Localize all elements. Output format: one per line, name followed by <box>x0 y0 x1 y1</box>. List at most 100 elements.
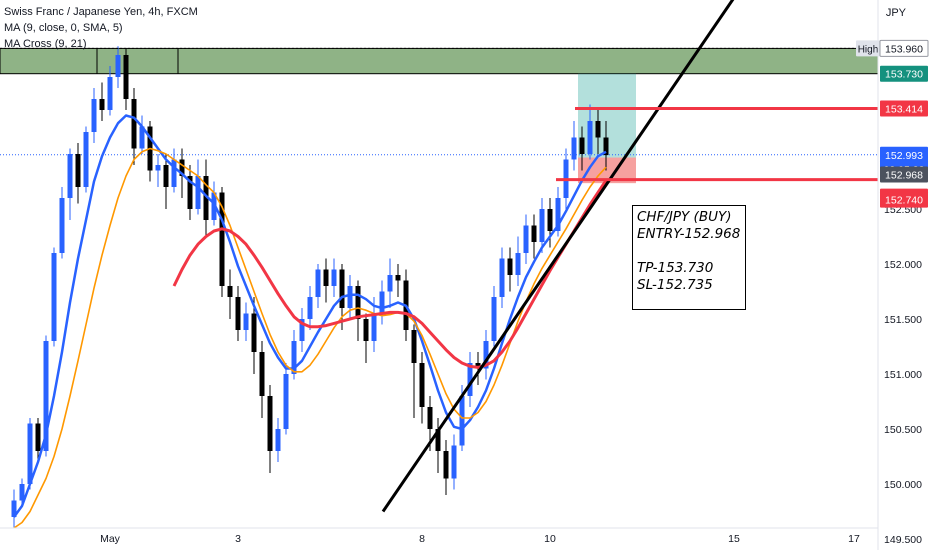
indicator-ma-cross-label[interactable]: MA Cross (9, 21) <box>4 38 87 50</box>
candle-body <box>35 423 41 451</box>
candle-body <box>547 209 553 231</box>
candle-body <box>507 258 513 275</box>
x-tick-label: May <box>100 533 121 545</box>
x-tick-label: 10 <box>544 533 556 545</box>
candle-body <box>43 341 49 451</box>
trend-line <box>381 0 735 513</box>
x-tick-label: 17 <box>848 533 860 545</box>
note-stop-loss: SL-152.735 <box>637 277 713 293</box>
indicator-ma-label[interactable]: MA (9, close, 0, SMA, 5) <box>4 22 123 34</box>
candle-body <box>227 286 233 297</box>
x-tick-label: 3 <box>235 533 241 545</box>
candle-body <box>555 198 561 231</box>
candle-body <box>427 407 433 429</box>
drawings-layer <box>0 0 878 513</box>
candle-body <box>451 445 457 479</box>
candle-body <box>531 225 537 242</box>
candle-body <box>195 176 201 209</box>
price-tag-bg <box>880 166 928 183</box>
candle-body <box>515 253 521 275</box>
candle-body <box>27 423 33 484</box>
candle-body <box>139 126 145 149</box>
candle-body <box>491 297 497 341</box>
candle-body <box>523 225 529 253</box>
candle-body <box>395 275 401 281</box>
y-tick-label: 150.500 <box>884 424 922 436</box>
price-tag-bg <box>879 39 929 57</box>
candle-body <box>115 55 121 77</box>
candle-body <box>187 176 193 209</box>
candle-body <box>499 258 505 297</box>
ma-cross-fast-line <box>13 147 607 529</box>
candle-body <box>595 121 601 138</box>
candle-body <box>83 132 89 187</box>
high-label-bg <box>856 40 880 57</box>
zones-layer <box>0 47 879 184</box>
candle-body <box>267 396 273 451</box>
candle-body <box>11 500 17 517</box>
time-axis-bg <box>0 528 878 550</box>
candle-body <box>259 352 265 396</box>
price-tag-value: 153.414 <box>885 103 923 115</box>
candle-body <box>347 286 353 308</box>
x-tick-label: 8 <box>419 533 425 545</box>
note-take-profit: TP-153.730 <box>637 260 714 276</box>
candle-body <box>99 99 105 110</box>
price-tag-value: 153.960 <box>885 43 923 55</box>
candle-body <box>579 137 585 154</box>
candle-body <box>203 176 209 220</box>
candle-body <box>155 165 161 171</box>
candle-body <box>275 429 281 451</box>
price-tag-entry: 152.968 <box>880 166 928 183</box>
y-tick-label: 151.500 <box>884 314 922 326</box>
symbol-title[interactable]: Swiss Franc / Japanese Yen, 4h, FXCM <box>4 6 198 18</box>
y-tick-label: 149.500 <box>884 534 922 546</box>
resistance-zone <box>0 47 879 75</box>
note-entry: ENTRY-152.968 <box>637 226 741 242</box>
candle-body <box>475 363 481 369</box>
candle-body <box>107 77 113 110</box>
candle-body <box>51 253 57 341</box>
price-tag-level: 153.414 <box>880 100 928 117</box>
price-tag-bg <box>880 146 928 163</box>
high-label: High <box>858 44 879 55</box>
candle-body <box>235 297 241 330</box>
y-tick-label: 152.000 <box>884 259 922 271</box>
price-axis[interactable]: 149.500 150.000 150.500 151.000 151.500 152.0… <box>856 0 932 550</box>
candle-body <box>339 269 345 308</box>
candle-body <box>571 137 577 160</box>
currency-label: JPY <box>885 7 906 19</box>
candle-body <box>467 363 473 396</box>
price-tag-bg <box>880 191 928 208</box>
candle-body <box>459 396 465 446</box>
price-tag-bg <box>880 100 928 117</box>
candle-body <box>59 198 65 253</box>
candle-body <box>123 55 129 99</box>
note-direction: CHF/JPY (BUY) <box>637 209 732 225</box>
candle-body <box>331 269 337 286</box>
candle-body <box>283 374 289 429</box>
candle-body <box>443 451 449 479</box>
candle-body <box>435 429 441 451</box>
candle-body <box>307 297 313 319</box>
price-tag-target: 153.730 <box>880 65 928 82</box>
candle-body <box>299 319 305 341</box>
price-axis-bg <box>878 0 932 550</box>
candle-body <box>411 330 417 363</box>
candle-body <box>251 313 257 352</box>
candle-body <box>387 275 393 292</box>
candle-body <box>131 99 137 149</box>
candle-body <box>67 154 73 198</box>
candle-body <box>539 209 545 242</box>
trade-setup-note[interactable]: CHF/JPY (BUY) ENTRY-152.968 TP-153.730 S… <box>632 205 746 310</box>
candle-body <box>587 121 593 154</box>
candle-body <box>291 341 297 374</box>
y-tick-label: 150.000 <box>884 479 922 491</box>
candle-body <box>363 319 369 341</box>
price-tag-value: 152.993 <box>885 150 923 162</box>
price-tag-value: 153.730 <box>885 69 923 81</box>
candle-body <box>355 286 361 319</box>
candle-body <box>163 165 169 187</box>
